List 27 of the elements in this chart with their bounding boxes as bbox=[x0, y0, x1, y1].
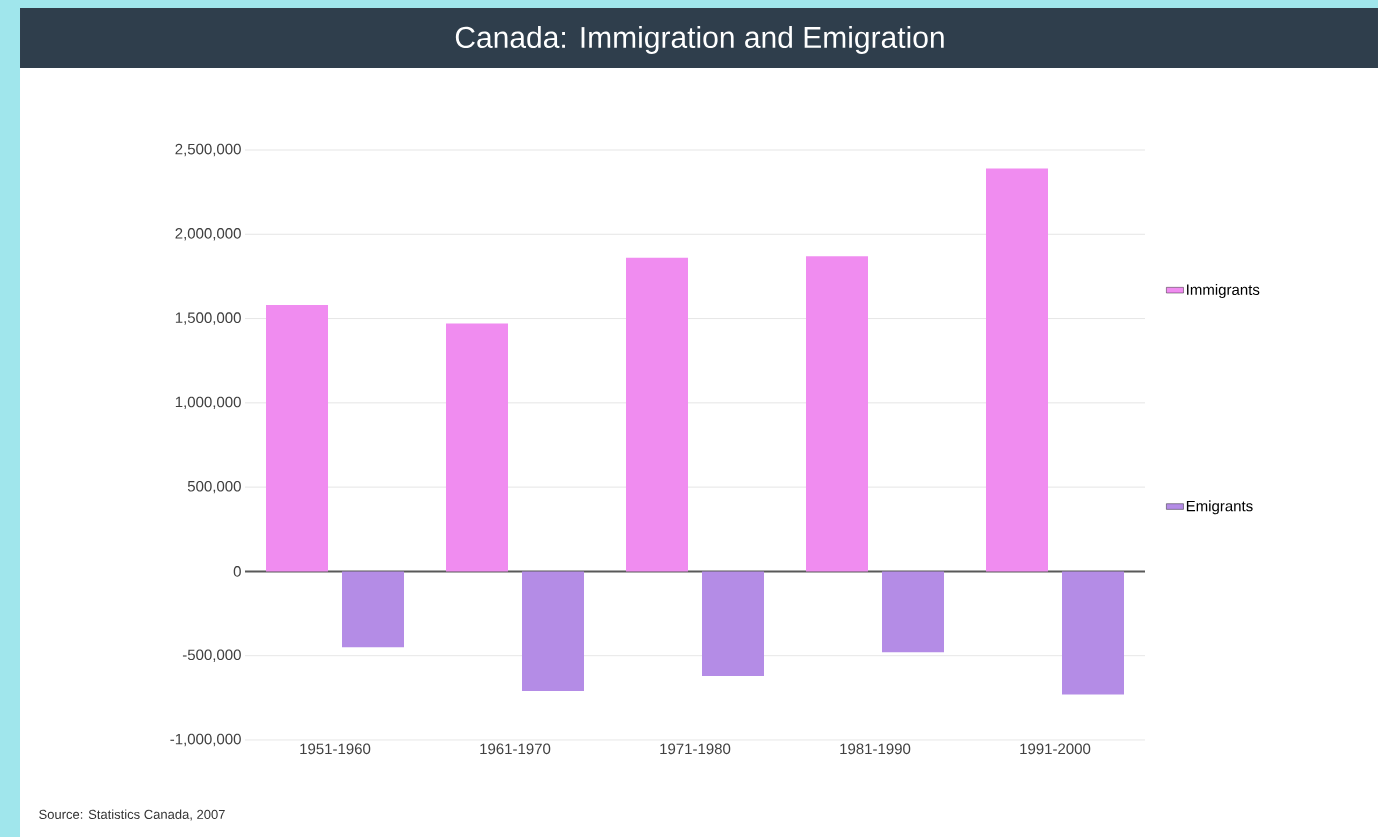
bar bbox=[522, 571, 584, 692]
y-tick-label: 2,000,000 bbox=[175, 228, 241, 241]
bar bbox=[882, 571, 944, 653]
bar bbox=[626, 257, 688, 572]
y-tick-label: 0 bbox=[233, 566, 241, 577]
y-tick-label: 1,500,000 bbox=[175, 312, 241, 325]
bar bbox=[342, 571, 405, 648]
legend-label: Immigrants bbox=[1187, 283, 1260, 298]
bar bbox=[1062, 571, 1124, 695]
chart-title: Canada: Immigration and Emigration bbox=[455, 26, 944, 54]
x-tick-label: 1971-1980 bbox=[660, 743, 731, 755]
y-tick-label: 1,000,000 bbox=[175, 396, 241, 410]
y-tick-label: -500,000 bbox=[182, 649, 241, 662]
bar bbox=[702, 571, 765, 676]
x-tick-label: 1961-1970 bbox=[480, 743, 551, 755]
y-tick-label: 2,500,000 bbox=[175, 143, 241, 157]
y-tick-label: -1,000,000 bbox=[170, 733, 241, 747]
x-tick-label: 1991-2000 bbox=[1020, 743, 1091, 755]
x-tick-label: 1981-1990 bbox=[840, 743, 911, 755]
bar bbox=[806, 256, 868, 572]
y-tick-label: 500,000 bbox=[187, 480, 241, 494]
bar bbox=[986, 168, 1048, 572]
legend-label: Emigrants bbox=[1186, 500, 1253, 515]
x-tick-label: 1951-1960 bbox=[300, 743, 371, 755]
bar bbox=[266, 305, 329, 572]
source-note: Source: Statistics Canada, 2007 bbox=[39, 809, 225, 821]
bar bbox=[446, 323, 509, 572]
